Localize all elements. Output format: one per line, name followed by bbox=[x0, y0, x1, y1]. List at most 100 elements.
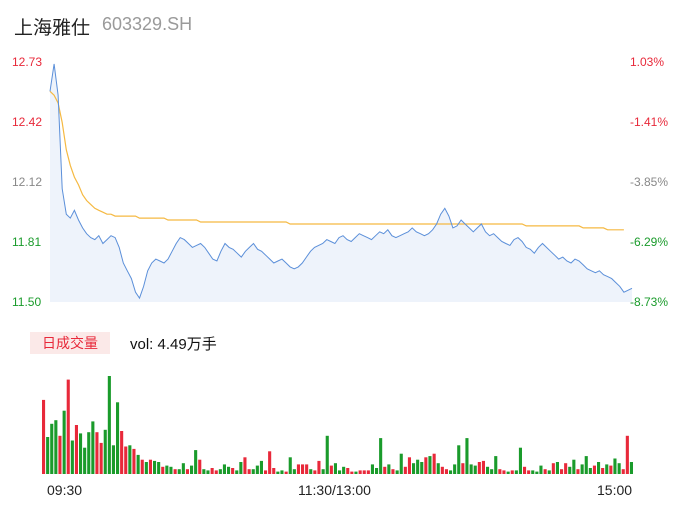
volume-bar bbox=[50, 423, 54, 474]
volume-bar bbox=[181, 463, 185, 474]
volume-bar bbox=[161, 466, 165, 474]
volume-bar bbox=[588, 468, 592, 474]
volume-bar bbox=[202, 469, 206, 474]
volume-bar bbox=[605, 464, 609, 474]
volume-bar bbox=[514, 470, 518, 474]
volume-bar bbox=[157, 462, 161, 474]
volume-bar bbox=[206, 470, 210, 474]
volume-bar bbox=[272, 468, 276, 474]
volume-bar bbox=[490, 469, 494, 474]
volume-bar bbox=[342, 466, 346, 474]
volume-bar bbox=[222, 464, 226, 474]
volume-bar bbox=[83, 447, 87, 474]
volume-bar bbox=[580, 464, 584, 474]
volume-bar bbox=[354, 471, 358, 474]
volume-bar bbox=[264, 470, 268, 474]
volume-bar bbox=[58, 435, 62, 474]
volume-bar bbox=[255, 465, 259, 474]
volume-bar bbox=[465, 438, 469, 474]
volume-bar bbox=[584, 456, 588, 474]
volume-bar bbox=[169, 466, 173, 474]
volume-bar bbox=[481, 460, 485, 474]
volume-bar bbox=[111, 445, 115, 474]
volume-bar bbox=[428, 456, 432, 474]
volume-bar bbox=[555, 462, 559, 474]
price-tick-4: 11.50 bbox=[12, 295, 42, 309]
volume-bar bbox=[375, 468, 379, 474]
volume-bar bbox=[494, 456, 498, 474]
volume-bar bbox=[457, 445, 461, 474]
volume-bar bbox=[148, 459, 152, 474]
volume-bar bbox=[79, 433, 83, 474]
volume-bar bbox=[91, 421, 95, 474]
volume-bar bbox=[473, 465, 477, 474]
volume-bar bbox=[116, 402, 120, 474]
volume-bar bbox=[309, 469, 313, 474]
volume-bar bbox=[350, 471, 354, 474]
volume-bar bbox=[70, 440, 74, 474]
volume-bar bbox=[453, 464, 457, 474]
volume-bar bbox=[572, 459, 576, 474]
volume-bar bbox=[399, 453, 403, 474]
volume-bar bbox=[87, 432, 91, 474]
volume-bar bbox=[424, 457, 428, 474]
volume-bar bbox=[144, 462, 148, 474]
volume-bar bbox=[477, 462, 481, 474]
volume-badge[interactable]: 日成交量 bbox=[30, 332, 110, 354]
volume-bar bbox=[486, 466, 490, 474]
volume-bar bbox=[317, 460, 321, 474]
volume-bar bbox=[333, 463, 337, 474]
volume-bar bbox=[547, 470, 551, 474]
volume-bar bbox=[198, 459, 202, 474]
volume-bar bbox=[305, 464, 309, 474]
volume-bar bbox=[412, 463, 416, 474]
volume-bar bbox=[461, 463, 465, 474]
price-tick-2: 12.12 bbox=[12, 175, 43, 189]
volume-bar bbox=[440, 466, 444, 474]
volume-bar bbox=[416, 459, 420, 474]
volume-bar bbox=[560, 469, 564, 474]
volume-bar bbox=[243, 457, 247, 474]
volume-bar bbox=[498, 469, 502, 474]
volume-bar bbox=[140, 459, 144, 474]
volume-bar bbox=[432, 453, 436, 474]
volume-bar bbox=[383, 466, 387, 474]
volume-bar bbox=[535, 471, 539, 474]
x-tick-open: 09:30 bbox=[47, 482, 83, 498]
volume-bar bbox=[502, 470, 506, 474]
volume-bar bbox=[609, 465, 613, 474]
volume-bar bbox=[210, 468, 214, 474]
volume-bar bbox=[95, 432, 99, 474]
volume-bar bbox=[74, 425, 78, 474]
volume-bar bbox=[601, 468, 605, 474]
volume-bar bbox=[194, 450, 198, 474]
volume-bar bbox=[551, 463, 555, 474]
volume-bar bbox=[366, 470, 370, 474]
pct-tick-3: -6.29% bbox=[630, 235, 669, 249]
volume-bar bbox=[128, 445, 132, 474]
volume-bar bbox=[395, 470, 399, 474]
volume-bar bbox=[564, 463, 568, 474]
pct-tick-0: 1.03% bbox=[630, 55, 665, 69]
volume-bar bbox=[613, 458, 617, 474]
volume-bar bbox=[165, 465, 169, 474]
volume-bar bbox=[99, 442, 103, 474]
volume-bar bbox=[527, 470, 531, 474]
volume-bar bbox=[539, 465, 543, 474]
volume-bar bbox=[621, 469, 625, 474]
volume-bar bbox=[531, 470, 535, 474]
volume-bar bbox=[107, 376, 111, 474]
pct-tick-2: -3.85% bbox=[630, 175, 669, 189]
volume-bar bbox=[54, 420, 58, 474]
volume-bar bbox=[235, 470, 239, 474]
volume-bar bbox=[391, 469, 395, 474]
volume-bar bbox=[346, 468, 350, 474]
stock-name: 上海雅仕 bbox=[14, 18, 91, 39]
volume-bar bbox=[379, 438, 383, 474]
stock-code: 603329.SH bbox=[102, 14, 193, 34]
x-tick-close: 15:00 bbox=[597, 482, 633, 498]
volume-bar bbox=[190, 465, 194, 474]
avg-price-line bbox=[49, 90, 624, 231]
volume-bar bbox=[120, 431, 124, 474]
